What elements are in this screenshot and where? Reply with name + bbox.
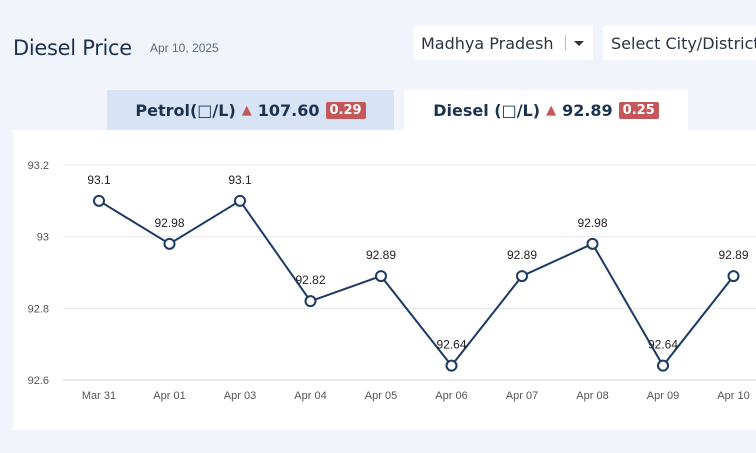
y-tick-label: 92.6 bbox=[28, 375, 49, 387]
x-tick-label: Apr 06 bbox=[435, 390, 467, 402]
data-point[interactable] bbox=[657, 359, 669, 372]
chart-panel: 93.2 93 92.8 92.6 Mar 31 Apr 01 Apr 03 Apr 04 A… bbox=[13, 130, 756, 430]
x-tick-label: Apr 09 bbox=[647, 390, 679, 402]
state-select[interactable]: Madhya Pradesh bbox=[413, 26, 593, 60]
data-label: 92.82 bbox=[295, 273, 325, 287]
series-line bbox=[98, 199, 735, 368]
x-tick-label: Apr 08 bbox=[576, 390, 608, 402]
x-tick-label: Apr 05 bbox=[365, 390, 397, 402]
x-tick-label: Apr 10 bbox=[717, 390, 749, 402]
x-axis-ticks: Mar 31 Apr 01 Apr 03 Apr 04 Apr 05 Apr 06 Apr … bbox=[82, 390, 750, 402]
state-select-value: Madhya Pradesh bbox=[421, 33, 554, 53]
y-tick-label: 92.8 bbox=[28, 303, 49, 315]
data-label: 92.64 bbox=[436, 338, 466, 352]
tab-diesel[interactable]: Diesel (□/L) ▲ 92.89 0.25 bbox=[404, 90, 688, 130]
tab-diesel-price: 92.89 bbox=[562, 100, 613, 120]
x-tick-label: Apr 03 bbox=[224, 390, 256, 402]
page-title: Diesel Price bbox=[13, 36, 132, 60]
data-label: 93.1 bbox=[228, 173, 252, 187]
data-point[interactable] bbox=[445, 359, 458, 372]
data-label: 92.89 bbox=[718, 248, 748, 262]
price-date: Apr 10, 2025 bbox=[150, 41, 219, 55]
y-tick-label: 93 bbox=[37, 232, 49, 244]
x-tick-label: Apr 07 bbox=[506, 390, 538, 402]
tab-diesel-label: Diesel (□/L) bbox=[433, 100, 541, 120]
data-label: 93.1 bbox=[87, 173, 111, 187]
data-label: 92.98 bbox=[577, 216, 607, 230]
x-tick-label: Mar 31 bbox=[82, 390, 116, 402]
tab-petrol[interactable]: Petrol(□/L) ▲ 107.60 0.29 bbox=[107, 90, 394, 130]
x-tick-label: Apr 01 bbox=[153, 390, 185, 402]
data-point[interactable] bbox=[93, 194, 105, 207]
tab-petrol-label: Petrol(□/L) bbox=[135, 100, 236, 120]
tab-petrol-change-badge: 0.29 bbox=[325, 101, 366, 119]
data-label: 92.89 bbox=[507, 248, 537, 262]
select-divider bbox=[565, 35, 566, 51]
city-select[interactable]: Select City/District bbox=[603, 26, 756, 60]
tab-diesel-change-badge: 0.25 bbox=[618, 101, 659, 119]
y-tick-label: 93.2 bbox=[28, 160, 49, 172]
y-axis-ticks: 93.2 93 92.8 92.6 bbox=[28, 160, 49, 387]
data-point[interactable] bbox=[375, 270, 387, 283]
data-point[interactable] bbox=[586, 237, 599, 250]
page-header: Diesel Price Apr 10, 2025 Madhya Pradesh… bbox=[0, 0, 756, 90]
data-point[interactable] bbox=[163, 237, 176, 250]
data-label: 92.64 bbox=[648, 338, 678, 352]
data-points bbox=[93, 194, 740, 372]
data-point[interactable] bbox=[234, 194, 246, 207]
data-label: 92.89 bbox=[366, 248, 396, 262]
data-point[interactable] bbox=[516, 270, 528, 283]
data-point[interactable] bbox=[304, 295, 317, 308]
grid-lines bbox=[63, 164, 756, 381]
chevron-down-icon[interactable] bbox=[574, 41, 584, 46]
data-labels: 93.1 92.98 93.1 92.82 92.89 92.64 92.89 92.98 92… bbox=[87, 173, 749, 352]
data-point[interactable] bbox=[727, 270, 740, 283]
triangle-up-icon: ▲ bbox=[241, 102, 252, 118]
data-label: 92.98 bbox=[154, 216, 184, 230]
tab-petrol-price: 107.60 bbox=[257, 100, 320, 120]
city-select-value: Select City/District bbox=[611, 33, 756, 53]
triangle-up-icon: ▲ bbox=[546, 102, 557, 118]
price-line-chart: 93.2 93 92.8 92.6 Mar 31 Apr 01 Apr 03 Apr 04 A… bbox=[28, 160, 756, 402]
x-tick-label: Apr 04 bbox=[294, 390, 326, 402]
